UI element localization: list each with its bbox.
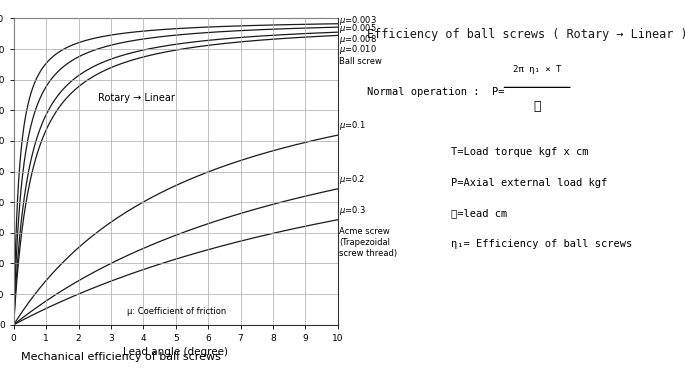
Text: $\mu$=0.005: $\mu$=0.005 [340,22,377,35]
Text: μ: Coefficient of friction: μ: Coefficient of friction [127,307,227,315]
Text: Mechanical efficiency of ball screws: Mechanical efficiency of ball screws [21,352,221,362]
Text: $\mu$=0.010: $\mu$=0.010 [340,43,377,56]
Text: Normal operation :  P=: Normal operation : P= [367,87,504,97]
Text: ℓ=lead cm: ℓ=lead cm [451,208,508,218]
Text: Ball screw: Ball screw [340,57,382,66]
Text: Acme screw: Acme screw [340,227,390,237]
Text: $\mu$=0.008: $\mu$=0.008 [340,33,377,46]
Text: Rotary → Linear: Rotary → Linear [99,93,175,103]
X-axis label: Lead angle (degree): Lead angle (degree) [123,347,228,357]
Text: screw thread): screw thread) [340,249,397,258]
Text: $\mu$=0.1: $\mu$=0.1 [340,119,366,132]
Text: T=Load torque kgf x cm: T=Load torque kgf x cm [451,147,589,157]
Text: P=Axial external load kgf: P=Axial external load kgf [451,178,608,188]
Text: $\mu$=0.2: $\mu$=0.2 [340,173,366,186]
Text: η₁= Efficiency of ball screws: η₁= Efficiency of ball screws [451,239,632,249]
Text: Efficiency of ball screws ( Rotary → Linear ): Efficiency of ball screws ( Rotary → Lin… [367,28,685,41]
Text: 2π η₁ × T: 2π η₁ × T [513,65,561,73]
Text: $\mu$=0.003: $\mu$=0.003 [340,14,377,27]
Text: $\mu$=0.3: $\mu$=0.3 [340,204,366,217]
Text: ℓ: ℓ [534,100,541,113]
Text: (Trapezoidal: (Trapezoidal [340,238,390,247]
